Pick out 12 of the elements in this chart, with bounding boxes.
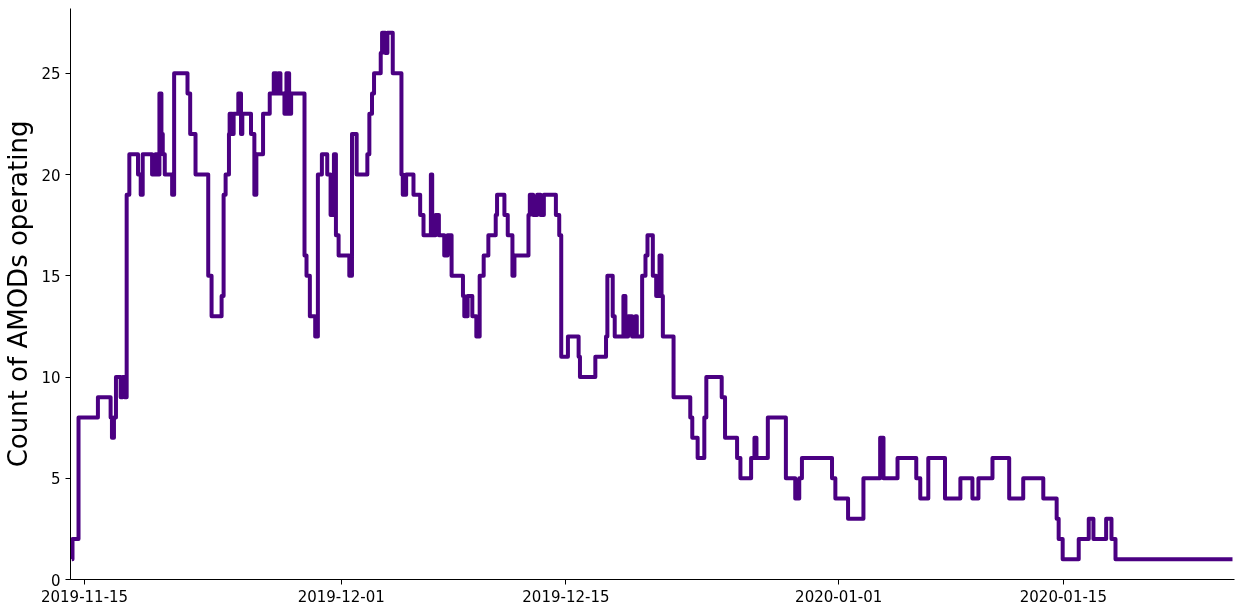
x-tick-label: 2020-01-15	[1019, 587, 1107, 604]
x-tick-label: 2019-12-15	[522, 587, 610, 604]
y-tick-label: 15	[41, 267, 61, 286]
y-tick-label: 5	[50, 470, 61, 489]
x-tick-label: 2020-01-01	[795, 587, 883, 604]
x-tick-label: 2019-12-01	[297, 587, 385, 604]
y-axis-title: Count of AMODs operating	[3, 120, 34, 468]
y-tick-label: 10	[41, 369, 61, 388]
y-tick-label: 0	[50, 571, 61, 590]
y-tick-label: 20	[41, 166, 61, 185]
x-tick-label: 2019-11-15	[40, 587, 129, 604]
y-tick-label: 25	[41, 65, 61, 84]
